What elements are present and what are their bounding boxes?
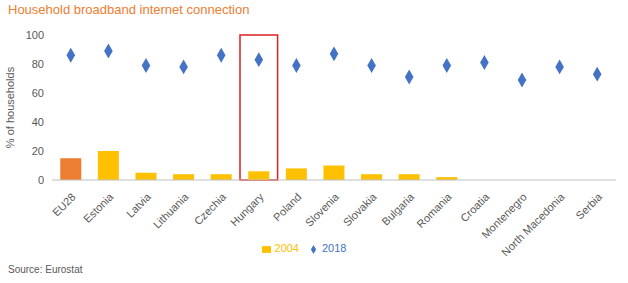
svg-text:Estonia: Estonia (81, 190, 116, 225)
svg-text:EU28: EU28 (50, 191, 78, 219)
svg-text:Bulgaria: Bulgaria (379, 190, 417, 228)
svg-text:Slovakia: Slovakia (341, 190, 380, 229)
html-text:Household broadband internet c: Household broadband internet connection (8, 2, 250, 17)
svg-text:Romania: Romania (414, 190, 454, 230)
svg-text:100: 100 (26, 29, 44, 41)
svg-text:Hungary: Hungary (228, 190, 266, 228)
svg-text:Poland: Poland (271, 191, 304, 224)
html-text:Source: Eurostat: Source: Eurostat (8, 264, 83, 275)
svg-text:Montenegro: Montenegro (479, 190, 530, 241)
svg-text:60: 60 (32, 87, 44, 99)
html-text:2004: 2004 (274, 242, 299, 254)
svg-text:40: 40 (32, 116, 44, 128)
svg-text:Lithuania: Lithuania (151, 190, 192, 231)
svg-text:Serbia: Serbia (573, 190, 605, 222)
svg-text:Croatia: Croatia (458, 190, 492, 224)
svg-text:% of households: % of households (8, 66, 16, 148)
svg-text:Slovenia: Slovenia (303, 190, 342, 229)
svg-text:Czechia: Czechia (192, 190, 229, 227)
svg-text:0: 0 (38, 174, 44, 186)
svg-text:Latvia: Latvia (124, 190, 154, 220)
html-text:2018: 2018 (322, 242, 347, 254)
svg-text:20: 20 (32, 145, 44, 157)
svg-text:North Macedonia: North Macedonia (499, 190, 567, 258)
svg-text:80: 80 (32, 58, 44, 70)
